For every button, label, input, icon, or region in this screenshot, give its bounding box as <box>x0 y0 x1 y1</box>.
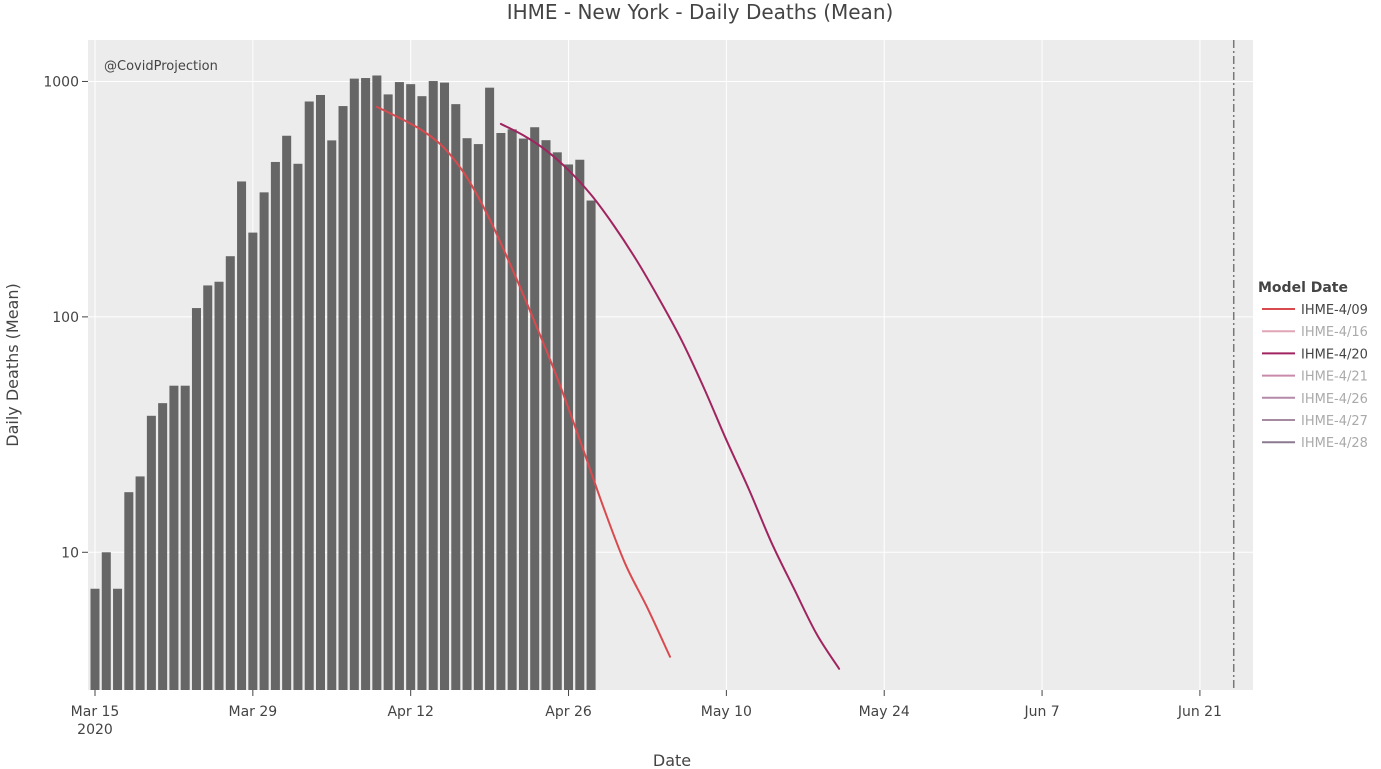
x-tick-year-label: 2020 <box>77 722 113 738</box>
daily-deaths-bar <box>338 106 348 690</box>
legend-label: IHME-4/27 <box>1301 414 1368 429</box>
y-tick-label: 10 <box>61 545 79 561</box>
legend-item: IHME-4/16 <box>1262 325 1368 340</box>
legend-item: IHME-4/20 <box>1262 347 1368 362</box>
daily-deaths-bar <box>440 82 450 690</box>
daily-deaths-bar <box>451 104 461 691</box>
daily-deaths-bar <box>428 81 438 690</box>
y-tick-label: 1000 <box>43 74 79 90</box>
legend-label: IHME-4/16 <box>1301 325 1368 340</box>
daily-deaths-bar <box>135 476 145 690</box>
daily-deaths-bar <box>180 385 190 690</box>
daily-deaths-bar <box>113 588 123 690</box>
daily-deaths-bar <box>191 308 201 690</box>
daily-deaths-bar <box>383 94 393 691</box>
daily-deaths-bar <box>564 164 574 690</box>
daily-deaths-bar <box>552 152 562 691</box>
x-tick-label: Mar 29 <box>228 704 277 720</box>
daily-deaths-bar <box>394 82 404 690</box>
series-line-ihme-4-09 <box>375 105 671 658</box>
daily-deaths-bar <box>406 84 416 690</box>
x-tick-label: Jun 21 <box>1177 704 1222 720</box>
legend-item: IHME-4/28 <box>1262 436 1368 451</box>
daily-deaths-bar <box>496 133 506 690</box>
daily-deaths-bar <box>248 232 258 690</box>
daily-deaths-bar <box>225 256 235 690</box>
x-tick-label: Apr 26 <box>545 704 592 720</box>
watermark-annotation: @CovidProjection <box>104 59 218 74</box>
daily-deaths-bar <box>349 78 359 690</box>
daily-deaths-bar <box>169 385 179 690</box>
legend-label: IHME-4/28 <box>1301 436 1368 451</box>
legend-label: IHME-4/26 <box>1301 392 1368 407</box>
daily-deaths-bar <box>214 281 224 690</box>
legend-item: IHME-4/26 <box>1262 392 1368 407</box>
daily-deaths-bar <box>101 552 111 690</box>
legend-item: IHME-4/21 <box>1262 370 1368 385</box>
y-tick-label: 100 <box>52 310 79 326</box>
daily-deaths-bar <box>372 75 382 690</box>
y-axis-title: Daily Deaths (Mean) <box>3 283 22 446</box>
daily-deaths-bar <box>90 588 100 690</box>
daily-deaths-bar <box>293 163 303 690</box>
chart-title: IHME - New York - Daily Deaths (Mean) <box>507 0 894 24</box>
x-tick-label: Apr 12 <box>387 704 433 720</box>
legend-label: IHME-4/21 <box>1301 370 1368 385</box>
legend-title: Model Date <box>1258 280 1348 296</box>
daily-deaths-bar <box>203 285 213 690</box>
model-lines <box>375 105 841 670</box>
daily-deaths-bar <box>237 181 247 690</box>
daily-deaths-bar <box>417 96 427 690</box>
daily-deaths-bar <box>361 78 371 691</box>
daily-deaths-bar <box>586 200 596 690</box>
y-axis-ticks: 10 100 1000 <box>43 74 88 561</box>
legend-item: IHME-4/27 <box>1262 414 1368 429</box>
legend-label: IHME-4/09 <box>1301 303 1368 318</box>
daily-deaths-bar <box>507 129 517 691</box>
daily-deaths-bar <box>575 159 585 690</box>
daily-deaths-bar <box>304 101 314 691</box>
x-axis-ticks: Mar 15 2020 Mar 29 Apr 12 Apr 26 May 10 May 24… <box>71 690 1222 738</box>
daily-deaths-bar <box>485 87 495 691</box>
x-tick-label: Jun 7 <box>1023 704 1059 720</box>
x-tick-label: May 10 <box>701 704 752 720</box>
daily-deaths-bar <box>462 138 472 690</box>
legend-label: IHME-4/20 <box>1301 347 1368 362</box>
daily-deaths-bar <box>146 415 156 690</box>
x-axis-title: Date <box>653 751 691 769</box>
daily-deaths-bar <box>124 492 134 690</box>
x-tick-label: May 24 <box>859 704 910 720</box>
daily-deaths-bar <box>327 140 337 690</box>
daily-deaths-bar <box>541 140 551 691</box>
daily-deaths-bar <box>259 192 269 690</box>
daily-deaths-bar <box>518 138 528 690</box>
daily-deaths-bar <box>282 135 292 690</box>
legend-item: IHME-4/09 <box>1262 303 1368 318</box>
daily-deaths-bar <box>315 94 325 690</box>
bars <box>90 75 596 691</box>
daily-deaths-bar <box>473 144 483 690</box>
x-tick-label: Mar 15 <box>71 704 120 720</box>
daily-deaths-bar <box>270 161 280 690</box>
daily-deaths-bar <box>158 403 168 690</box>
series-line-ihme-4-20 <box>499 122 841 670</box>
legend: Model Date IHME-4/09 IHME-4/16 IHME-4/20 IH… <box>1258 280 1368 451</box>
daily-deaths-bar <box>530 127 540 690</box>
